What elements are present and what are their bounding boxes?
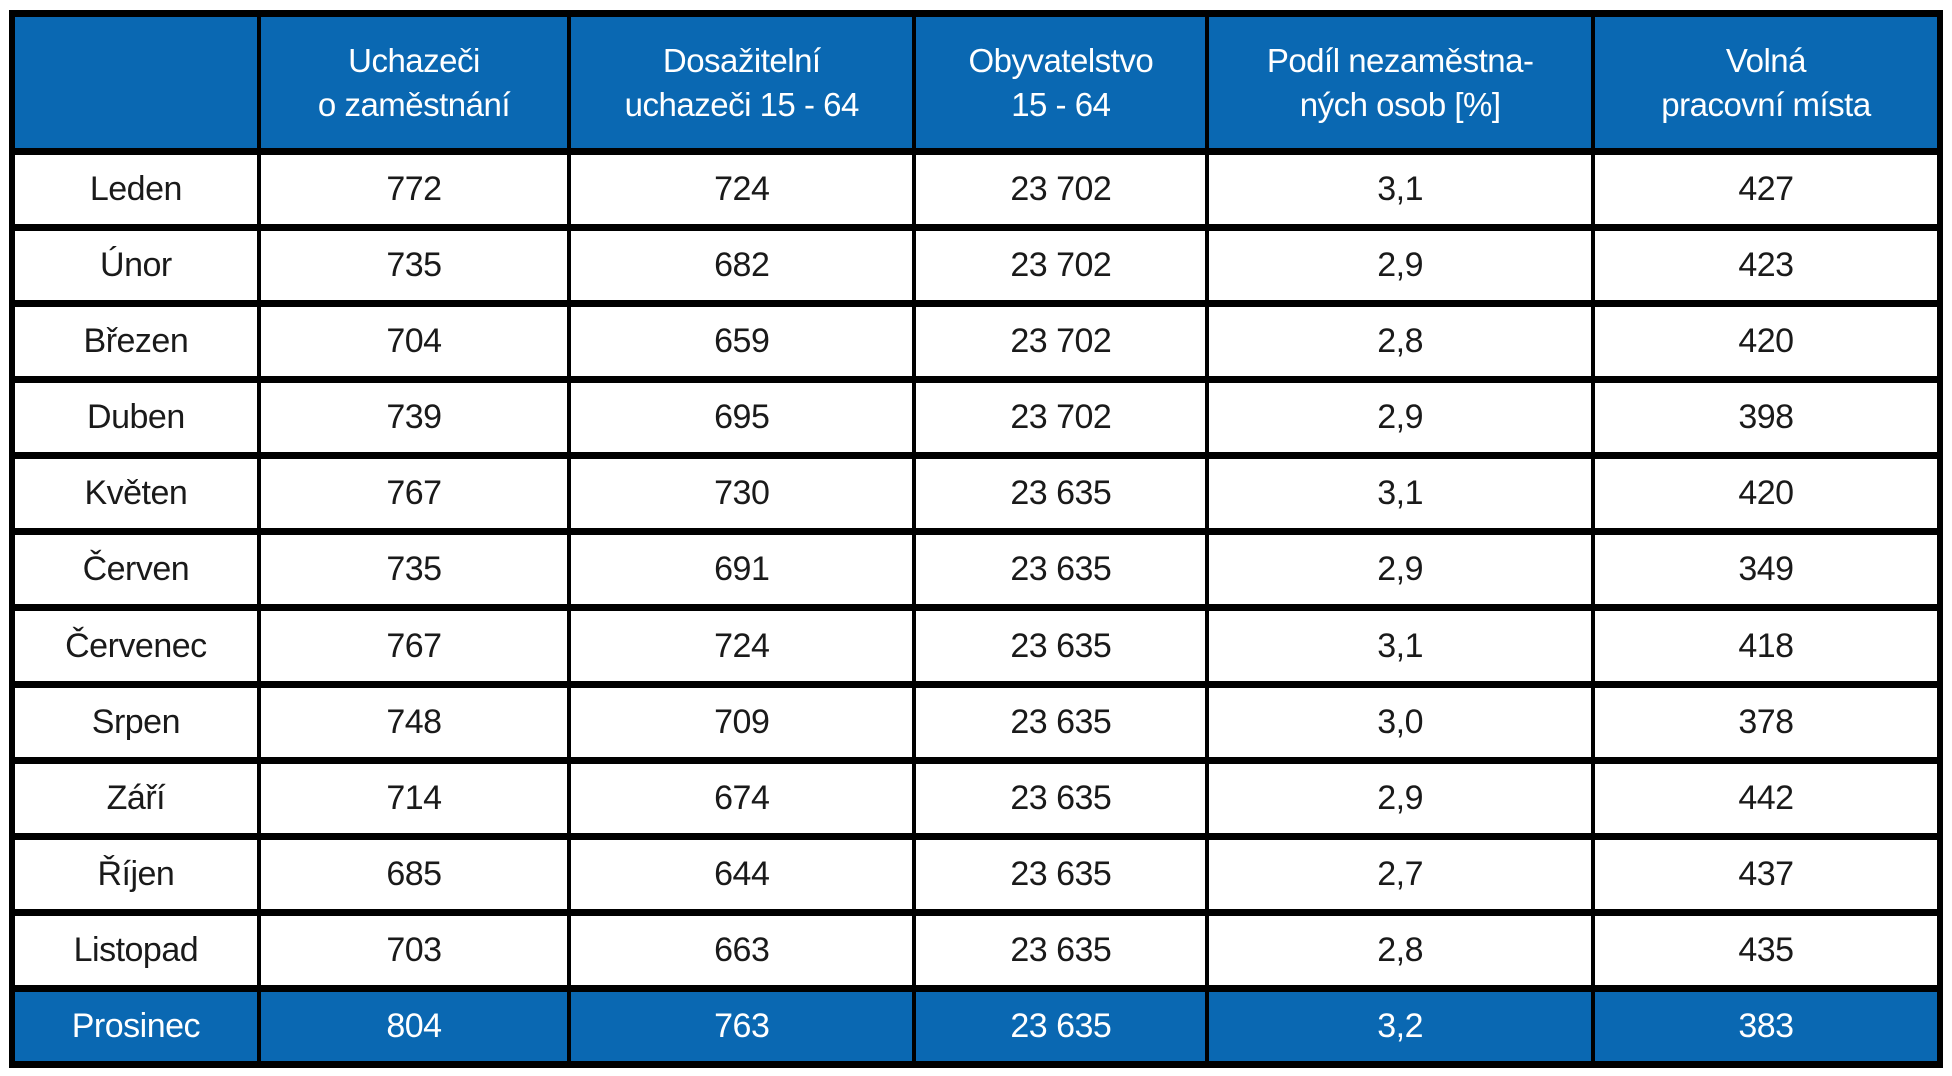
data-cell: 695: [567, 376, 917, 460]
row-header-month: Červenec: [10, 604, 261, 688]
data-cell: 2,9: [1205, 376, 1595, 460]
table-row: Březen 704 659 23 702 2,8 420: [10, 300, 1943, 384]
data-cell: 735: [256, 224, 572, 308]
data-cell: 804: [256, 984, 572, 1069]
table-row: Listopad 703 663 23 635 2,8 435: [10, 908, 1943, 992]
row-header-month: Únor: [10, 224, 261, 308]
corner-header-cell: [10, 10, 261, 155]
data-cell: 763: [567, 984, 917, 1069]
data-cell: 437: [1590, 832, 1943, 916]
table-row: Leden 772 724 23 702 3,1 427: [10, 147, 1943, 232]
row-header-month: Duben: [10, 376, 261, 460]
data-cell: 3,1: [1205, 147, 1595, 232]
data-cell: 663: [567, 908, 917, 992]
header-row: Uchazeči o zaměstnání Dosažitelní uchazeč…: [10, 10, 1943, 155]
row-header-month: Březen: [10, 300, 261, 384]
data-cell: 2,9: [1205, 224, 1595, 308]
data-cell: 3,2: [1205, 984, 1595, 1069]
row-header-month: Listopad: [10, 908, 261, 992]
row-header-month: Květen: [10, 452, 261, 536]
data-cell: 659: [567, 300, 917, 384]
data-cell: 423: [1590, 224, 1943, 308]
data-cell: 23 702: [912, 147, 1210, 232]
table-row: Září 714 674 23 635 2,9 442: [10, 756, 1943, 840]
row-header-month: Srpen: [10, 680, 261, 764]
data-cell: 23 635: [912, 832, 1210, 916]
data-cell: 23 635: [912, 984, 1210, 1069]
data-cell: 3,0: [1205, 680, 1595, 764]
table-row: Duben 739 695 23 702 2,9 398: [10, 376, 1943, 460]
data-cell: 420: [1590, 300, 1943, 384]
data-cell: 378: [1590, 680, 1943, 764]
data-cell: 418: [1590, 604, 1943, 688]
data-cell: 714: [256, 756, 572, 840]
data-cell: 739: [256, 376, 572, 460]
data-cell: 644: [567, 832, 917, 916]
data-cell: 704: [256, 300, 572, 384]
data-cell: 735: [256, 528, 572, 612]
data-cell: 2,7: [1205, 832, 1595, 916]
data-cell: 682: [567, 224, 917, 308]
data-cell: 691: [567, 528, 917, 612]
table-row: Srpen 748 709 23 635 3,0 378: [10, 680, 1943, 764]
data-cell: 442: [1590, 756, 1943, 840]
data-cell: 674: [567, 756, 917, 840]
data-cell: 23 635: [912, 680, 1210, 764]
data-cell: 767: [256, 452, 572, 536]
data-cell: 435: [1590, 908, 1943, 992]
data-cell: 23 635: [912, 756, 1210, 840]
data-cell: 767: [256, 604, 572, 688]
data-cell: 3,1: [1205, 604, 1595, 688]
row-header-month: Leden: [10, 147, 261, 232]
data-cell: 23 702: [912, 300, 1210, 384]
column-header: Podíl nezaměstna- ných osob [%]: [1205, 10, 1595, 155]
data-cell: 23 702: [912, 376, 1210, 460]
table-row: Červen 735 691 23 635 2,9 349: [10, 528, 1943, 612]
data-cell: 724: [567, 147, 917, 232]
data-cell: 748: [256, 680, 572, 764]
column-header: Obyvatelstvo 15 - 64: [912, 10, 1210, 155]
data-cell: 2,8: [1205, 908, 1595, 992]
table-row: Květen 767 730 23 635 3,1 420: [10, 452, 1943, 536]
column-header: Dosažitelní uchazeči 15 - 64: [567, 10, 917, 155]
data-cell: 383: [1590, 984, 1943, 1069]
data-cell: 23 635: [912, 528, 1210, 612]
data-cell: 703: [256, 908, 572, 992]
data-cell: 349: [1590, 528, 1943, 612]
data-cell: 398: [1590, 376, 1943, 460]
column-header: Volná pracovní místa: [1590, 10, 1943, 155]
table-row: Únor 735 682 23 702 2,9 423: [10, 224, 1943, 308]
data-cell: 23 702: [912, 224, 1210, 308]
data-cell: 709: [567, 680, 917, 764]
data-cell: 2,9: [1205, 528, 1595, 612]
data-cell: 420: [1590, 452, 1943, 536]
row-header-month: Červen: [10, 528, 261, 612]
row-header-month: Prosinec: [10, 984, 261, 1069]
data-cell: 730: [567, 452, 917, 536]
data-cell: 724: [567, 604, 917, 688]
table-row: Červenec 767 724 23 635 3,1 418: [10, 604, 1943, 688]
data-cell: 23 635: [912, 452, 1210, 536]
row-header-month: Říjen: [10, 832, 261, 916]
row-header-month: Září: [10, 756, 261, 840]
table-header: Uchazeči o zaměstnání Dosažitelní uchazeč…: [10, 10, 1943, 155]
table-row: Říjen 685 644 23 635 2,7 437: [10, 832, 1943, 916]
data-cell: 23 635: [912, 908, 1210, 992]
data-cell: 23 635: [912, 604, 1210, 688]
table-row: Prosinec 804 763 23 635 3,2 383: [10, 984, 1943, 1069]
data-cell: 772: [256, 147, 572, 232]
data-cell: 2,8: [1205, 300, 1595, 384]
data-cell: 685: [256, 832, 572, 916]
column-header: Uchazeči o zaměstnání: [256, 10, 572, 155]
table-body: Leden 772 724 23 702 3,1 427 Únor 735 682 23 702 2…: [10, 147, 1943, 1069]
data-cell: 427: [1590, 147, 1943, 232]
data-cell: 3,1: [1205, 452, 1595, 536]
data-cell: 2,9: [1205, 756, 1595, 840]
unemployment-statistics-table: Uchazeči o zaměstnání Dosažitelní uchazeč…: [9, 10, 1943, 1069]
